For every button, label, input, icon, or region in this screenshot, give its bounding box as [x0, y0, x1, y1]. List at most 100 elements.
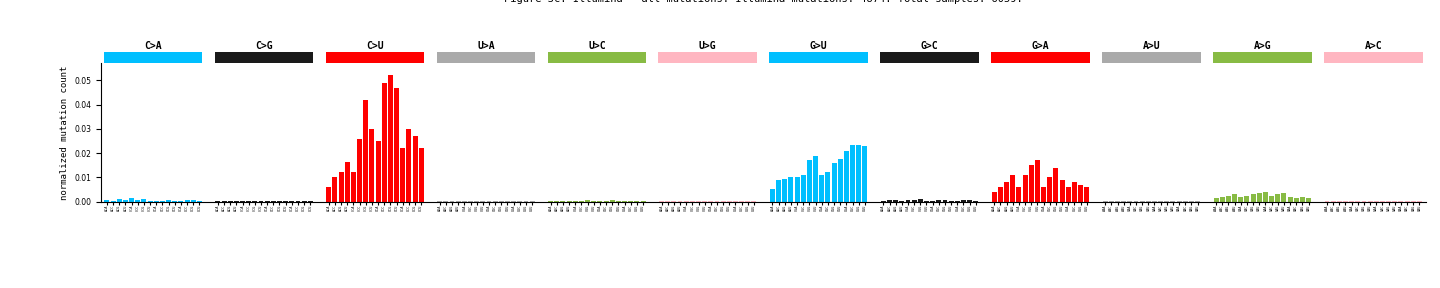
Bar — [616, 201, 621, 202]
Bar — [1054, 168, 1058, 202]
Bar — [1263, 192, 1267, 202]
Bar — [122, 200, 128, 202]
Bar — [1047, 177, 1053, 202]
Bar — [831, 163, 837, 202]
Bar — [1220, 197, 1225, 202]
Bar — [924, 201, 929, 202]
Bar — [395, 88, 399, 202]
Bar — [184, 200, 190, 202]
Bar — [912, 200, 917, 202]
Bar — [1293, 198, 1299, 202]
Bar — [400, 148, 405, 202]
Bar — [825, 173, 831, 202]
Bar — [641, 201, 645, 202]
Bar — [135, 200, 140, 202]
Bar — [801, 175, 806, 202]
Bar — [1060, 180, 1064, 202]
Bar — [179, 201, 183, 202]
Bar — [1233, 194, 1237, 202]
Bar — [370, 129, 374, 202]
Bar — [1066, 187, 1071, 202]
Bar — [992, 192, 996, 202]
Bar — [554, 201, 559, 202]
Bar — [333, 177, 337, 202]
Bar — [160, 201, 166, 202]
Bar — [111, 201, 115, 202]
Bar — [190, 200, 196, 202]
Bar — [357, 139, 361, 202]
Bar — [598, 201, 602, 202]
Bar — [628, 201, 634, 202]
Bar — [635, 201, 639, 202]
Bar — [887, 200, 891, 202]
Bar — [1017, 187, 1021, 202]
Bar — [1250, 194, 1256, 202]
Bar — [795, 177, 799, 202]
Bar — [603, 200, 609, 202]
Bar — [609, 200, 615, 202]
Bar — [1079, 185, 1083, 202]
Bar — [1214, 198, 1218, 202]
Bar — [579, 201, 583, 202]
Bar — [930, 201, 935, 202]
Bar — [1287, 197, 1293, 202]
Bar — [344, 162, 350, 202]
Bar — [382, 83, 387, 202]
Bar — [406, 129, 412, 202]
Bar — [782, 179, 788, 202]
Bar — [1011, 175, 1015, 202]
Bar — [566, 201, 572, 202]
Bar — [857, 145, 861, 202]
Bar — [1306, 198, 1310, 202]
Title: Figure 3c: Illumina - all mutations. Illumina mutations: 4874. Total samples: 60: Figure 3c: Illumina - all mutations. Ill… — [504, 0, 1022, 4]
Y-axis label: normalized mutation count: normalized mutation count — [59, 65, 69, 200]
Bar — [998, 187, 1002, 202]
Bar — [881, 201, 886, 202]
Bar — [844, 151, 848, 202]
Bar — [1084, 187, 1089, 202]
Bar — [806, 160, 812, 202]
Bar — [327, 187, 331, 202]
Bar — [960, 200, 966, 202]
Bar — [955, 201, 960, 202]
Bar — [1244, 196, 1250, 202]
Bar — [1238, 197, 1243, 202]
Bar — [419, 148, 423, 202]
Bar — [819, 175, 824, 202]
Bar — [917, 199, 923, 202]
Bar — [351, 173, 356, 202]
Bar — [1225, 196, 1231, 202]
Bar — [770, 190, 775, 202]
Bar — [173, 201, 177, 202]
Bar — [1022, 175, 1028, 202]
Bar — [789, 177, 793, 202]
Bar — [154, 201, 158, 202]
Bar — [622, 201, 626, 202]
Bar — [1071, 182, 1077, 202]
Bar — [1282, 193, 1286, 202]
Bar — [838, 159, 842, 202]
Bar — [338, 173, 344, 202]
Bar — [863, 146, 867, 202]
Bar — [850, 145, 855, 202]
Bar — [906, 200, 910, 202]
Bar — [1300, 197, 1305, 202]
Bar — [549, 201, 553, 202]
Bar — [573, 201, 577, 202]
Bar — [560, 201, 566, 202]
Bar — [1028, 165, 1034, 202]
Bar — [893, 200, 899, 202]
Bar — [1269, 196, 1274, 202]
Bar — [936, 200, 942, 202]
Bar — [585, 200, 590, 202]
Bar — [1041, 187, 1045, 202]
Bar — [148, 201, 153, 202]
Bar — [130, 198, 134, 202]
Bar — [387, 75, 393, 202]
Bar — [105, 200, 109, 202]
Bar — [117, 199, 122, 202]
Bar — [413, 136, 418, 202]
Bar — [814, 156, 818, 202]
Bar — [943, 200, 948, 202]
Bar — [776, 180, 780, 202]
